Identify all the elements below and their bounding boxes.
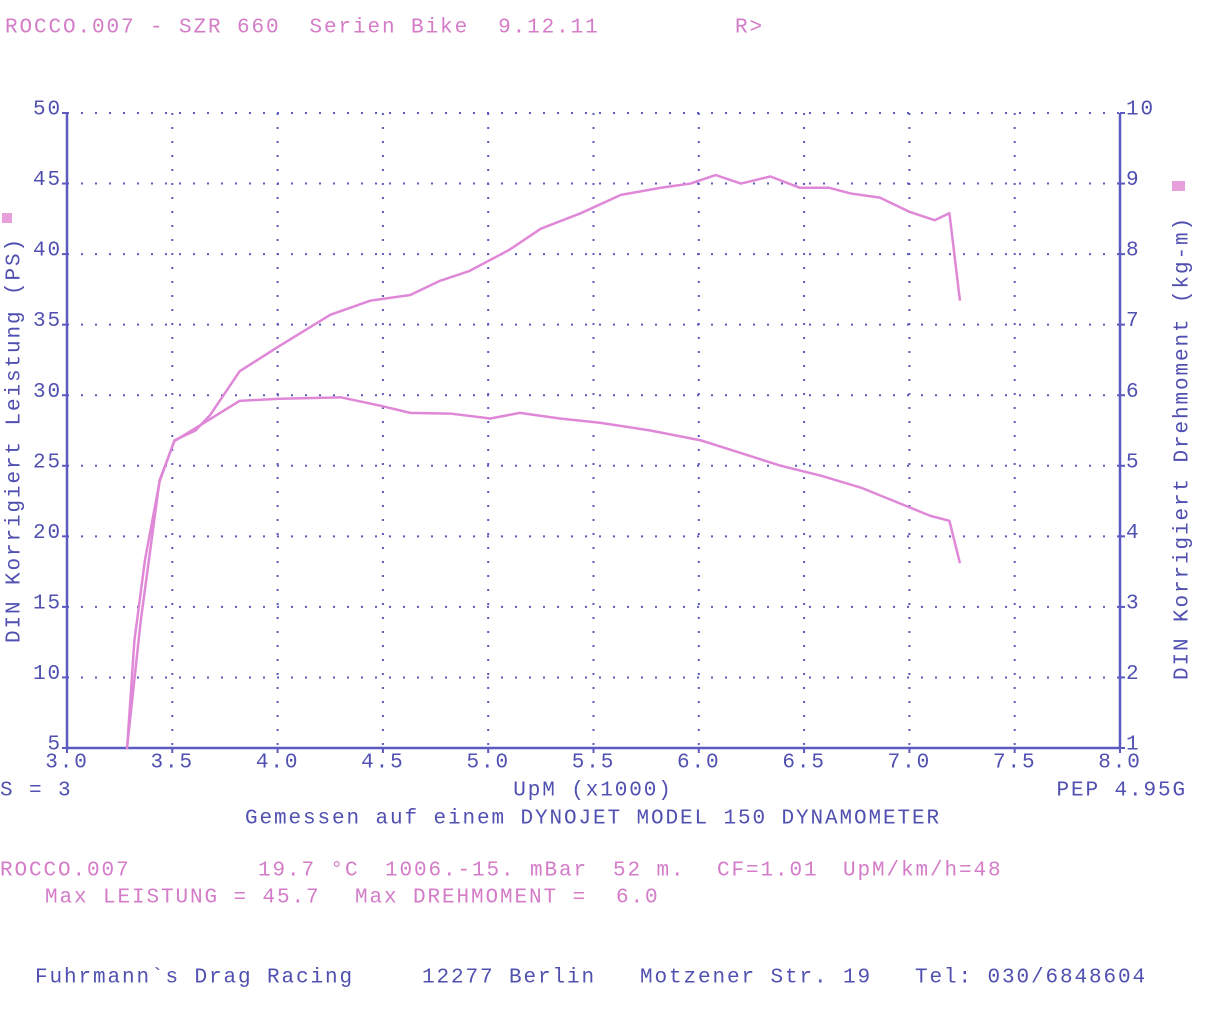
y-tick-label: 40 bbox=[33, 240, 62, 263]
y-tick-label: 50 bbox=[33, 99, 62, 122]
x-tick-label: 5.5 bbox=[572, 752, 616, 775]
y2-axis-label: DIN Korrigiert Drehmoment (kg-m) bbox=[1172, 216, 1195, 680]
y2-tick-label: 1 bbox=[1126, 734, 1141, 757]
y-tick-label: 35 bbox=[33, 310, 62, 333]
info-text: ROCCO.007 bbox=[0, 860, 131, 883]
x-tick-label: 6.0 bbox=[677, 752, 721, 775]
y-tick-label: 30 bbox=[33, 381, 62, 404]
y-tick-label: 20 bbox=[33, 522, 62, 545]
y-axis-label: DIN Korrigiert Leistung (PS) bbox=[4, 237, 27, 643]
x-tick-label: 6.5 bbox=[782, 752, 826, 775]
x-tick-label: 7.5 bbox=[993, 752, 1037, 775]
annotation: PEP 4.95G bbox=[1056, 780, 1187, 803]
footer-text: 12277 Berlin bbox=[422, 967, 596, 990]
y2-tick-label: 10 bbox=[1126, 99, 1155, 122]
info-text: 1006.-15. mBar bbox=[385, 860, 588, 883]
y2-tick-label: 3 bbox=[1126, 592, 1141, 615]
y-tick-label: 45 bbox=[33, 169, 62, 192]
y-tick-label: 15 bbox=[33, 592, 62, 615]
x-tick-label: 4.5 bbox=[361, 752, 405, 775]
footer-text: Tel: 030/6848604 bbox=[915, 967, 1147, 990]
info-text: UpM/km/h=48 bbox=[843, 860, 1003, 883]
y2-tick-label: 8 bbox=[1126, 240, 1141, 263]
y2-tick-label: 6 bbox=[1126, 381, 1141, 404]
y2-tick-label: 5 bbox=[1126, 451, 1141, 474]
x-tick-label: 8.0 bbox=[1098, 752, 1142, 775]
y2-tick-label: 7 bbox=[1126, 310, 1141, 333]
info-text: 19.7 °C bbox=[258, 860, 360, 883]
info-text: 52 m. bbox=[613, 860, 686, 883]
x-tick-label: 3.5 bbox=[151, 752, 195, 775]
chart-subtitle: R> bbox=[735, 17, 764, 40]
annotation: S = 3 bbox=[0, 780, 73, 803]
x-tick-label: 7.0 bbox=[888, 752, 932, 775]
max-text: Max LEISTUNG = 45.7 bbox=[45, 887, 321, 910]
chart-title: ROCCO.007 - SZR 660 Serien Bike 9.12.11 bbox=[5, 17, 600, 40]
max-text: Max DREHMOMENT = 6.0 bbox=[355, 887, 660, 910]
data-line bbox=[125, 396, 962, 749]
footer-text: Fuhrmann`s Drag Racing bbox=[35, 967, 354, 990]
legend-marker bbox=[2, 213, 12, 223]
x-axis-label: UpM (x1000) bbox=[513, 780, 673, 803]
info-text: CF=1.01 bbox=[717, 860, 819, 883]
x-tick-label: 4.0 bbox=[256, 752, 300, 775]
y2-tick-label: 9 bbox=[1126, 169, 1141, 192]
y-tick-label: 25 bbox=[33, 451, 62, 474]
data-line bbox=[125, 173, 962, 750]
y2-tick-label: 4 bbox=[1126, 522, 1141, 545]
x-tick-label: 3.0 bbox=[45, 752, 89, 775]
y-tick-label: 5 bbox=[47, 734, 62, 757]
annotation: Gemessen auf einem DYNOJET MODEL 150 DYN… bbox=[245, 808, 941, 831]
footer-text: Motzener Str. 19 bbox=[640, 967, 872, 990]
y2-tick-label: 2 bbox=[1126, 663, 1141, 686]
y-tick-label: 10 bbox=[33, 663, 62, 686]
legend-marker bbox=[1172, 181, 1185, 191]
x-tick-label: 5.0 bbox=[466, 752, 510, 775]
